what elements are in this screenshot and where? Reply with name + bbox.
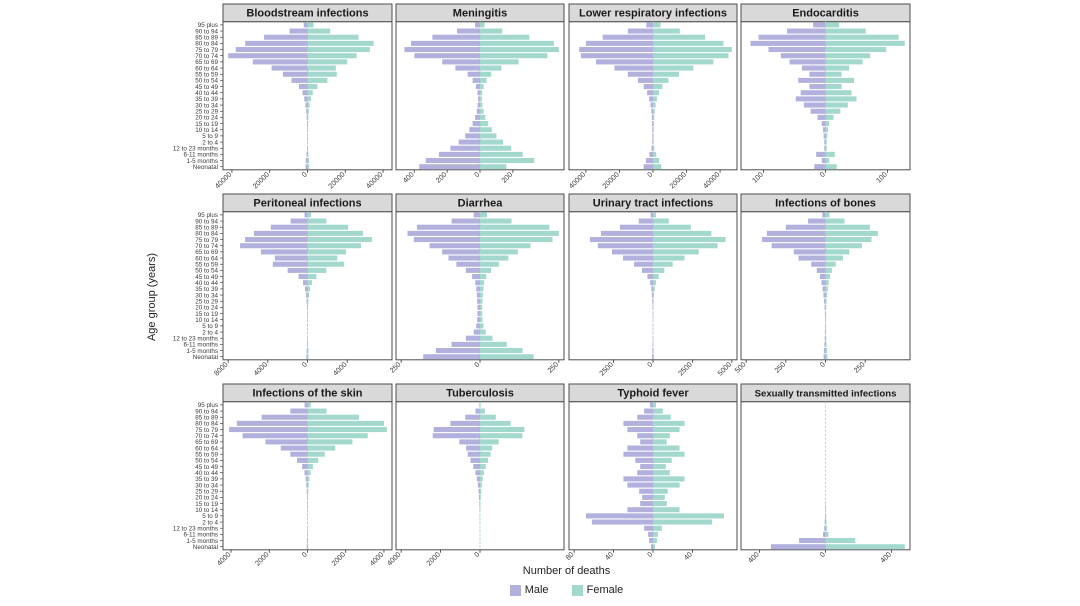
svg-text:Infections of the skin: Infections of the skin — [252, 388, 362, 400]
svg-text:Peritoneal infections: Peritoneal infections — [253, 198, 361, 210]
svg-text:Neonatal: Neonatal — [193, 544, 218, 551]
svg-text:Typhoid fever: Typhoid fever — [617, 388, 689, 400]
svg-text:Endocarditis: Endocarditis — [792, 8, 859, 20]
svg-text:Infections of bones: Infections of bones — [775, 198, 876, 210]
svg-text:Diarrhea: Diarrhea — [458, 198, 504, 210]
svg-text:Urinary tract infections: Urinary tract infections — [593, 198, 713, 210]
svg-text:Meningitis: Meningitis — [453, 8, 507, 20]
svg-text:Sexually transmitted infection: Sexually transmitted infections — [755, 389, 897, 400]
svg-text:Neonatal: Neonatal — [193, 354, 218, 361]
svg-text:Lower respiratory infections: Lower respiratory infections — [579, 8, 727, 20]
svg-text:Neonatal: Neonatal — [193, 164, 218, 171]
svg-text:Tuberculosis: Tuberculosis — [446, 388, 514, 400]
svg-text:Bloodstream infections: Bloodstream infections — [246, 8, 368, 20]
